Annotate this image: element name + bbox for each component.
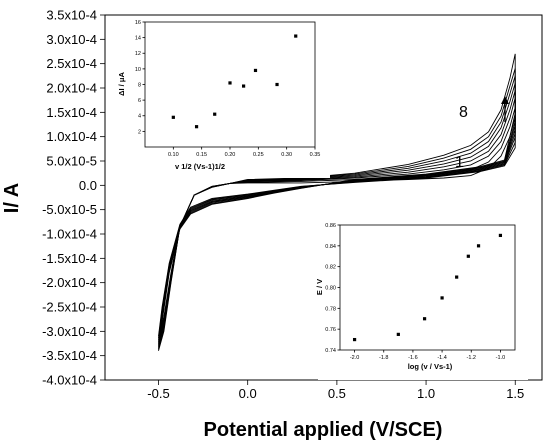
cycle-label: 8	[459, 104, 468, 121]
main-y-tick-label: 3.0x10-4	[46, 32, 97, 47]
main-annotations: 81	[455, 104, 468, 171]
main-x-tick-label: 1.0	[417, 386, 435, 401]
inset1-x-tick-label: 0.30	[281, 152, 292, 158]
inset1-data-point	[275, 82, 279, 87]
inset2-data-point	[498, 233, 503, 238]
scan-arrow-icon	[501, 96, 509, 122]
inset1-y-tick-label: 12	[135, 51, 141, 57]
main-y-tick-label: -3.0x10-4	[42, 324, 97, 339]
inset2-data-point	[466, 254, 470, 258]
main-x-axis-label: Potential applied (V/SCE)	[204, 419, 443, 441]
cycle-8-curve	[158, 53, 516, 351]
inset2-ticks: -2.0 -1.8 -1.6 -1.4 -1.2 -1.0 0.74 0.76 0.78 0.80…	[325, 223, 505, 361]
main-y-tick-label: 1.5x10-4	[46, 105, 97, 120]
inset1-ticks: 0.10 0.15 0.20 0.25 0.30 0.35 2 4 6 8 10 12 14 16	[135, 20, 320, 158]
main-y-tick-label: -1.5x10-4	[42, 251, 97, 266]
inset2-x-tick-label: -1.8	[379, 355, 388, 361]
inset1-points	[171, 34, 298, 129]
inset1-y-tick-label: 16	[135, 20, 141, 26]
inset1-y-tick-label: 2	[138, 129, 141, 135]
inset2-points	[352, 233, 503, 342]
cycle-label: 1	[455, 154, 464, 171]
inset2-data-point	[352, 337, 357, 342]
main-y-tick-label: -4.0x10-4	[42, 373, 97, 388]
main-y-axis-label: I/ A	[1, 183, 23, 213]
inset1-y-axis-label: ΔI / μA	[117, 72, 126, 96]
inset1-x-axis-label: v 1/2 (Vs-1)1/2	[175, 162, 225, 171]
inset1-y-tick-label: 14	[135, 36, 141, 42]
inset2-y-tick-label: 0.76	[325, 327, 336, 333]
main-y-tick-label: 0.0	[79, 178, 97, 193]
main-y-tick-label: -1.0x10-4	[42, 227, 97, 242]
inset1-data-point	[213, 112, 217, 116]
main-y-tick-label: -3.5x10-4	[42, 348, 97, 363]
inset2-y-tick-label: 0.78	[325, 306, 336, 312]
inset2-data-point	[476, 244, 481, 248]
inset1-data-point	[194, 125, 199, 129]
inset1-y-tick-label: 8	[138, 82, 141, 88]
inset1-x-tick-label: 0.20	[225, 152, 236, 158]
inset2-y-tick-label: 0.86	[325, 223, 336, 229]
inset2-x-tick-label: -1.4	[437, 355, 446, 361]
inset1-x-tick-label: 0.15	[196, 152, 207, 158]
main-chart: -0.5 0.0 0.5 1.0 1.5 3.5x10-4 3.0x10-4 2.5x10-4…	[1, 8, 543, 441]
inset1-x-tick-label: 0.35	[310, 152, 321, 158]
main-x-tick-label: 1.5	[506, 386, 524, 401]
inset2-x-axis-label: log (v / Vs-1)	[408, 362, 453, 371]
inset2-y-tick-label: 0.80	[325, 285, 336, 291]
inset1-y-tick-label: 6	[138, 98, 141, 104]
inset2-x-tick-label: -1.0	[496, 355, 505, 361]
inset1-x-tick-label: 0.25	[253, 152, 264, 158]
inset-potential-log-chart: -2.0 -1.8 -1.6 -1.4 -1.2 -1.0 0.74 0.76 0.78 0.80…	[315, 220, 528, 380]
inset1-data-point	[294, 34, 298, 38]
inset1-y-tick-label: 4	[138, 114, 141, 120]
main-y-tick-label: -5.0x10-5	[42, 202, 97, 217]
inset2-data-point	[396, 332, 400, 336]
main-y-tick-label: 1.0x10-4	[46, 129, 97, 144]
main-y-tick-label: -2.0x10-4	[42, 275, 97, 290]
main-y-tick-label: 2.5x10-4	[46, 56, 97, 71]
inset-peak-current-chart: 0.10 0.15 0.20 0.25 0.30 0.35 2 4 6 8 10 12 14 16 v 1…	[117, 18, 330, 178]
inset1-x-tick-label: 0.10	[168, 152, 179, 158]
inset1-data-point	[253, 68, 258, 73]
main-y-tick-label: 2.0x10-4	[46, 81, 97, 96]
main-ticks: -0.5 0.0 0.5 1.0 1.5 3.5x10-4 3.0x10-4 2.5x10-4…	[42, 8, 524, 401]
inset2-x-tick-label: -1.2	[467, 355, 476, 361]
main-x-tick-label: -0.5	[147, 386, 169, 401]
inset2-data-point	[455, 275, 459, 279]
inset1-data-point	[228, 81, 232, 85]
inset1-data-point	[242, 84, 246, 88]
inset1-data-point	[171, 115, 175, 119]
main-y-tick-label: -2.5x10-4	[42, 300, 97, 315]
main-y-tick-label: 3.5x10-4	[46, 8, 97, 23]
main-x-tick-label: 0.5	[328, 386, 346, 401]
inset2-data-point	[422, 317, 427, 321]
inset2-x-tick-label: -2.0	[350, 355, 359, 361]
main-curves	[158, 53, 516, 351]
inset2-data-point	[440, 296, 444, 300]
inset2-y-tick-label: 0.74	[325, 348, 336, 354]
inset2-y-axis-label: E / V	[315, 279, 324, 295]
main-x-tick-label: 0.0	[239, 386, 257, 401]
inset2-y-tick-label: 0.84	[325, 244, 336, 250]
inset2-y-tick-label: 0.82	[325, 265, 336, 271]
inset1-y-tick-label: 10	[135, 67, 141, 73]
main-y-tick-label: 5.0x10-5	[46, 154, 97, 169]
inset2-x-tick-label: -1.6	[408, 355, 417, 361]
